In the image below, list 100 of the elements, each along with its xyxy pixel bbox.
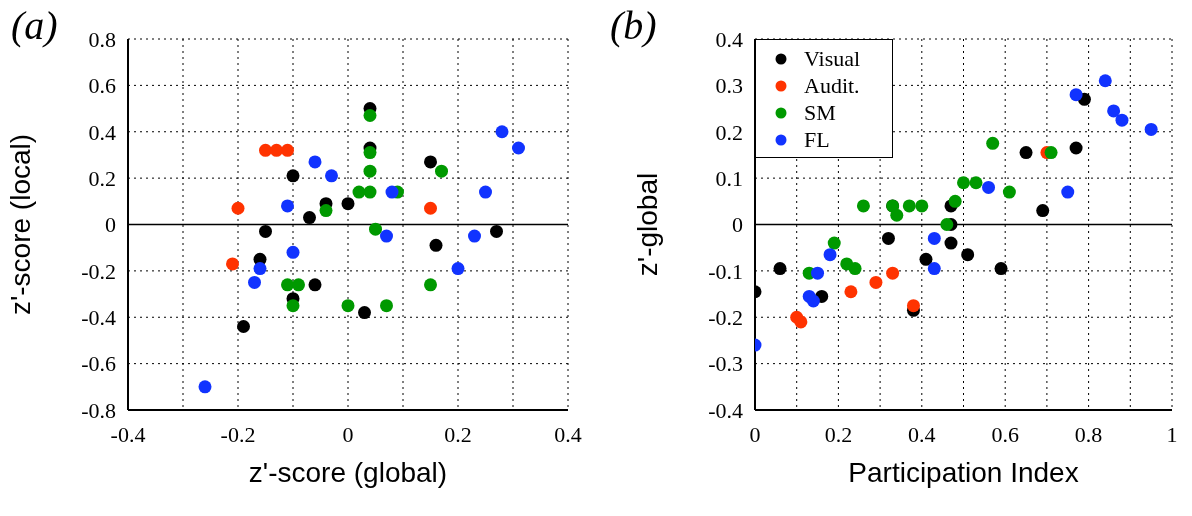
- point: [823, 248, 837, 262]
- point: [259, 143, 272, 157]
- y-tick-label: 0.6: [88, 73, 116, 99]
- point: [848, 262, 862, 276]
- y-tick-label: 0: [105, 212, 116, 238]
- y-tick-label: 0: [732, 212, 743, 238]
- point: [451, 262, 465, 276]
- point: [490, 224, 503, 238]
- point: [308, 278, 322, 292]
- x-tick-label: 0.4: [554, 421, 582, 447]
- point: [1069, 141, 1083, 155]
- point: [198, 380, 212, 394]
- y-tick-label: -0.2: [708, 305, 743, 331]
- y-axis-title: z'-score (local): [4, 133, 36, 316]
- point: [358, 306, 371, 320]
- point: [890, 208, 904, 222]
- point: [1019, 146, 1033, 160]
- point: [369, 222, 382, 236]
- point: [961, 248, 975, 262]
- y-tick-label: 0.8: [88, 26, 116, 52]
- point: [424, 201, 437, 215]
- x-tick-label: 0: [749, 421, 761, 447]
- point: [429, 238, 443, 252]
- point: [495, 125, 509, 139]
- point: [919, 252, 933, 266]
- point: [424, 278, 437, 292]
- point: [363, 185, 377, 199]
- y-axis-title: z'-global: [631, 172, 663, 277]
- point: [380, 229, 393, 243]
- x-tick-label: 0.4: [908, 421, 936, 447]
- y-tick-label: -0.6: [81, 351, 116, 377]
- point: [380, 299, 393, 313]
- x-tick-label: 0.2: [824, 421, 853, 447]
- point: [303, 211, 316, 225]
- point: [986, 136, 1000, 150]
- legend-label: SM: [804, 99, 836, 126]
- legend-label: FL: [804, 126, 830, 153]
- point: [341, 197, 355, 211]
- point: [1144, 122, 1158, 136]
- point: [948, 194, 962, 208]
- point: [1107, 104, 1121, 118]
- point: [944, 236, 958, 250]
- point: [385, 185, 399, 199]
- chart-title: (b): [610, 2, 657, 49]
- point: [259, 224, 272, 238]
- point: [982, 180, 996, 194]
- y-tick-label: -0.8: [81, 397, 116, 423]
- y-tick-label: -0.2: [81, 258, 116, 284]
- point: [927, 262, 941, 276]
- point: [1036, 204, 1050, 218]
- point: [1061, 185, 1075, 199]
- point: [794, 315, 808, 329]
- point: [468, 229, 481, 243]
- point: [341, 299, 355, 313]
- point: [286, 245, 300, 259]
- point: [915, 199, 929, 213]
- point: [237, 320, 250, 334]
- point: [479, 185, 492, 199]
- point: [869, 275, 883, 289]
- point: [881, 231, 895, 245]
- point: [286, 299, 300, 313]
- point: [827, 236, 841, 250]
- y-tick-label: 0.2: [715, 119, 743, 145]
- chart-title: (a): [11, 2, 58, 49]
- y-tick-label: 0.4: [88, 119, 116, 145]
- point: [844, 285, 858, 299]
- point: [435, 164, 448, 178]
- point: [281, 199, 294, 213]
- point: [1002, 185, 1016, 199]
- point: [927, 231, 941, 245]
- point: [906, 299, 920, 313]
- point: [940, 218, 954, 231]
- y-tick-label: 0.1: [715, 165, 743, 191]
- point: [248, 275, 261, 289]
- y-tick-label: 0.3: [715, 73, 743, 99]
- x-tick-label: 0: [342, 421, 354, 447]
- point: [424, 155, 437, 169]
- point: [886, 266, 900, 280]
- point: [292, 278, 305, 292]
- point: [512, 141, 525, 155]
- point: [319, 204, 333, 218]
- legend-label: Visual: [804, 45, 861, 72]
- point: [811, 266, 825, 280]
- point: [363, 146, 377, 160]
- x-tick-label: 0.6: [991, 421, 1019, 447]
- point: [325, 169, 338, 183]
- legend-label: Audit.: [804, 72, 860, 99]
- x-tick-label: -0.2: [220, 421, 256, 447]
- x-tick-label: -0.4: [110, 421, 146, 447]
- y-tick-label: -0.3: [708, 351, 743, 377]
- point: [226, 257, 239, 271]
- point: [1115, 113, 1129, 127]
- x-axis-title: z'-score (global): [248, 457, 448, 488]
- point: [902, 199, 916, 213]
- point: [773, 262, 787, 276]
- point: [856, 199, 870, 213]
- point: [969, 176, 983, 190]
- y-tick-label: 0.4: [715, 26, 743, 52]
- point: [270, 143, 283, 157]
- x-tick-label: 0.2: [444, 421, 472, 447]
